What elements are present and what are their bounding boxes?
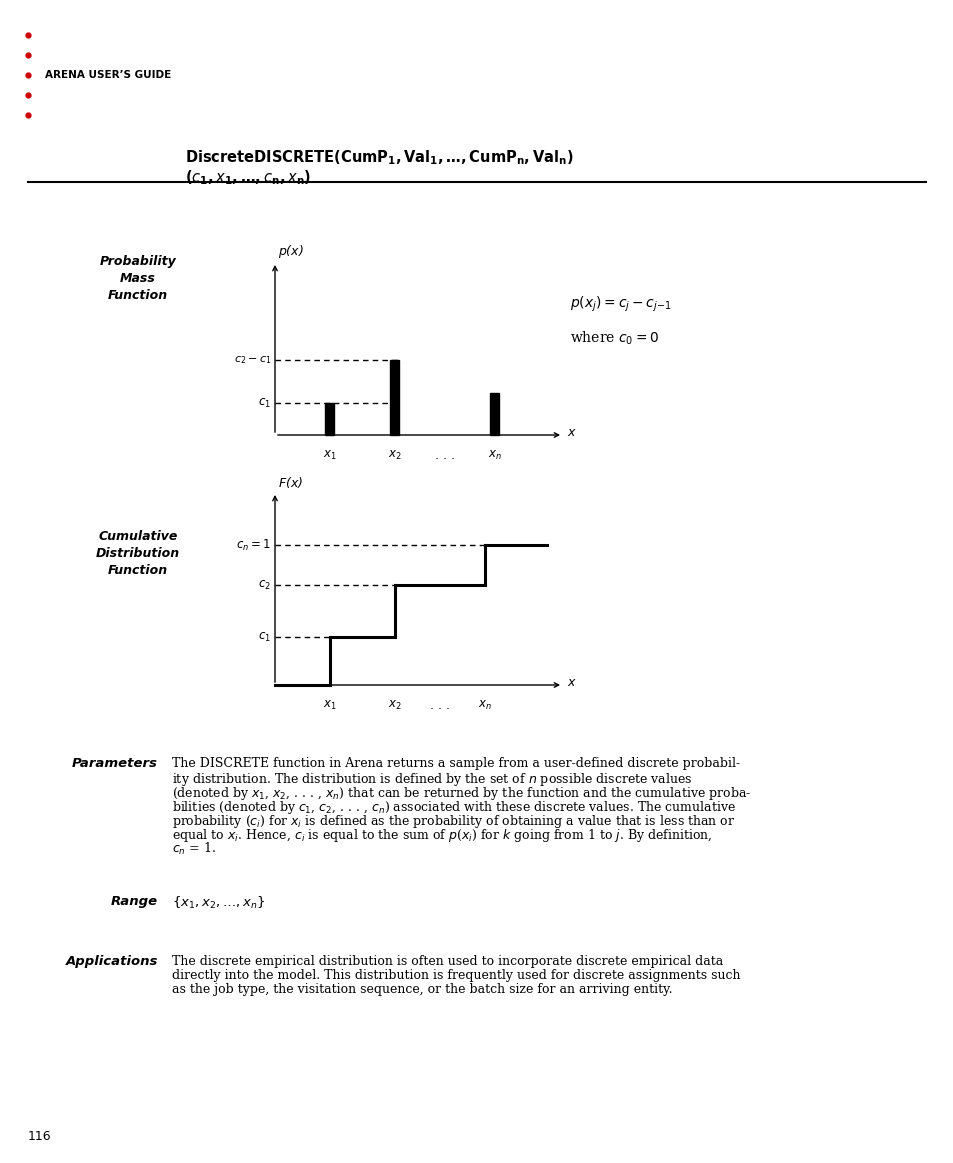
Text: The discrete empirical distribution is often used to incorporate discrete empiri: The discrete empirical distribution is o… — [172, 955, 722, 968]
Text: $c_1$: $c_1$ — [257, 630, 271, 643]
Text: $c_1$: $c_1$ — [257, 397, 271, 409]
Text: $c_n$ = 1.: $c_n$ = 1. — [172, 841, 215, 857]
Text: Parameters: Parameters — [72, 757, 158, 770]
Text: $x$: $x$ — [566, 427, 577, 440]
Text: $\bf{DiscreteDISCRETE(CumP_1, Val_1, \ldots, CumP_n, Val_n)}$: $\bf{DiscreteDISCRETE(CumP_1, Val_1, \ld… — [185, 148, 573, 166]
Text: $\mathbf{(\mathit{c}_1, \mathit{x}_1, \ldots, \mathit{c}_n, \mathit{x}_n)}$: $\mathbf{(\mathit{c}_1, \mathit{x}_1, \l… — [185, 167, 311, 187]
Text: $p(x_j) = c_j - c_{j\mathrm{-}1}$: $p(x_j) = c_j - c_{j\mathrm{-}1}$ — [569, 295, 671, 314]
Text: Range: Range — [111, 896, 158, 908]
Text: Probability
Mass
Function: Probability Mass Function — [99, 255, 176, 302]
Text: $x_1$: $x_1$ — [323, 699, 336, 712]
Text: $x_1$: $x_1$ — [323, 449, 336, 462]
Text: directly into the model. This distribution is frequently used for discrete assig: directly into the model. This distributi… — [172, 969, 740, 982]
Text: $c_n = 1$: $c_n = 1$ — [236, 537, 271, 552]
Text: bilities (denoted by $c_1$, $c_2$, . . . , $c_n$) associated with these discrete: bilities (denoted by $c_1$, $c_2$, . . .… — [172, 799, 736, 816]
Text: as the job type, the visitation sequence, or the batch size for an arriving enti: as the job type, the visitation sequence… — [172, 983, 672, 996]
Text: $\{x_1, x_2, \ldots, x_n\}$: $\{x_1, x_2, \ldots, x_n\}$ — [172, 896, 265, 911]
Text: $c_2 - c_1$: $c_2 - c_1$ — [233, 354, 271, 366]
Text: . . .: . . . — [430, 699, 450, 712]
Text: $x_2$: $x_2$ — [388, 699, 401, 712]
Text: (denoted by $x_1$, $x_2$, . . . , $x_n$) that can be returned by the function an: (denoted by $x_1$, $x_2$, . . . , $x_n$)… — [172, 785, 750, 802]
Text: The DISCRETE function in Arena returns a sample from a user-defined discrete pro: The DISCRETE function in Arena returns a… — [172, 757, 740, 770]
Bar — [490, 393, 499, 435]
Text: equal to $x_i$. Hence, $c_i$ is equal to the sum of $p$($x_i$) for $k$ going fro: equal to $x_i$. Hence, $c_i$ is equal to… — [172, 827, 712, 844]
Text: . . .: . . . — [435, 449, 455, 462]
Text: $x_2$: $x_2$ — [388, 449, 401, 462]
Bar — [325, 404, 335, 435]
Text: 116: 116 — [28, 1130, 51, 1143]
Text: $p$(x): $p$(x) — [277, 243, 304, 261]
Text: $x$: $x$ — [566, 677, 577, 690]
Text: probability ($c_i$) for $x_i$ is defined as the probability of obtaining a value: probability ($c_i$) for $x_i$ is defined… — [172, 813, 735, 830]
Text: Cumulative
Distribution
Function: Cumulative Distribution Function — [96, 530, 180, 577]
Bar — [390, 361, 399, 435]
Text: where $c_0 = 0$: where $c_0 = 0$ — [569, 330, 659, 348]
Text: $x_n$: $x_n$ — [488, 449, 501, 462]
Text: $x_n$: $x_n$ — [477, 699, 492, 712]
Text: ity distribution. The distribution is defined by the set of $n$ possible discret: ity distribution. The distribution is de… — [172, 771, 692, 789]
Text: $c_2$: $c_2$ — [258, 578, 271, 592]
Text: $F$(x): $F$(x) — [277, 475, 303, 490]
Text: ARENA USER’S GUIDE: ARENA USER’S GUIDE — [45, 70, 172, 80]
Text: Applications: Applications — [66, 955, 158, 968]
